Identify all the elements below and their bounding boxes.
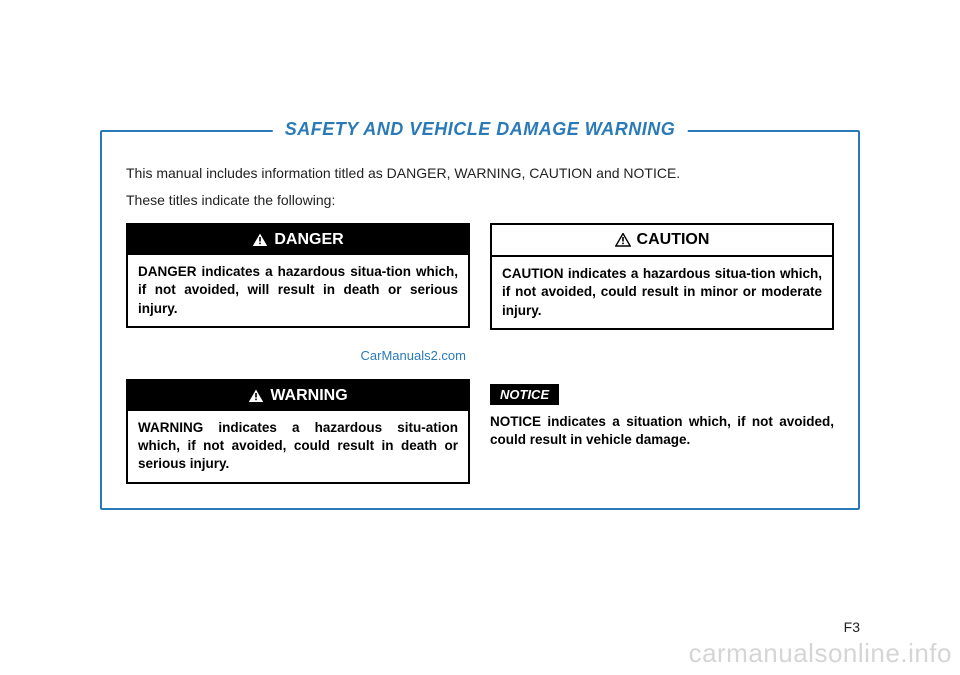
spacer bbox=[490, 346, 834, 368]
caution-box: CAUTION CAUTION indicates a hazardous si… bbox=[490, 223, 834, 330]
right-column: CAUTION CAUTION indicates a hazardous si… bbox=[490, 223, 834, 483]
intro-line-1: This manual includes information titled … bbox=[126, 160, 834, 187]
danger-box: DANGER DANGER indicates a hazardous situ… bbox=[126, 223, 470, 328]
warning-box: WARNING WARNING indicates a hazardous si… bbox=[126, 379, 470, 484]
warning-label: WARNING bbox=[270, 387, 347, 405]
safety-warning-frame: SAFETY AND VEHICLE DAMAGE WARNING This m… bbox=[100, 130, 860, 510]
page-number: F3 bbox=[844, 619, 860, 635]
frame-title: SAFETY AND VEHICLE DAMAGE WARNING bbox=[273, 119, 688, 140]
center-watermark: CarManuals2.com bbox=[126, 348, 466, 363]
notice-body: NOTICE indicates a situation which, if n… bbox=[490, 413, 834, 449]
page: SAFETY AND VEHICLE DAMAGE WARNING This m… bbox=[0, 0, 960, 675]
alert-triangle-icon bbox=[615, 233, 631, 247]
columns: DANGER DANGER indicates a hazardous situ… bbox=[126, 223, 834, 483]
intro-line-2: These titles indicate the following: bbox=[126, 187, 834, 214]
alert-triangle-icon bbox=[252, 233, 268, 247]
notice-label: NOTICE bbox=[490, 384, 559, 405]
warning-body: WARNING indicates a hazardous situ-ation… bbox=[128, 411, 468, 482]
caution-label: CAUTION bbox=[637, 231, 710, 249]
danger-label: DANGER bbox=[274, 231, 343, 249]
bottom-watermark: carmanualsonline.info bbox=[689, 638, 952, 669]
notice-box: NOTICE NOTICE indicates a situation whic… bbox=[490, 384, 834, 449]
danger-header: DANGER bbox=[128, 225, 468, 255]
intro-text: This manual includes information titled … bbox=[126, 160, 834, 213]
left-column: DANGER DANGER indicates a hazardous situ… bbox=[126, 223, 470, 483]
alert-triangle-icon bbox=[248, 389, 264, 403]
caution-body: CAUTION indicates a hazardous situa-tion… bbox=[492, 257, 832, 328]
warning-header: WARNING bbox=[128, 381, 468, 411]
danger-body: DANGER indicates a hazardous situa-tion … bbox=[128, 255, 468, 326]
caution-header: CAUTION bbox=[492, 225, 832, 257]
